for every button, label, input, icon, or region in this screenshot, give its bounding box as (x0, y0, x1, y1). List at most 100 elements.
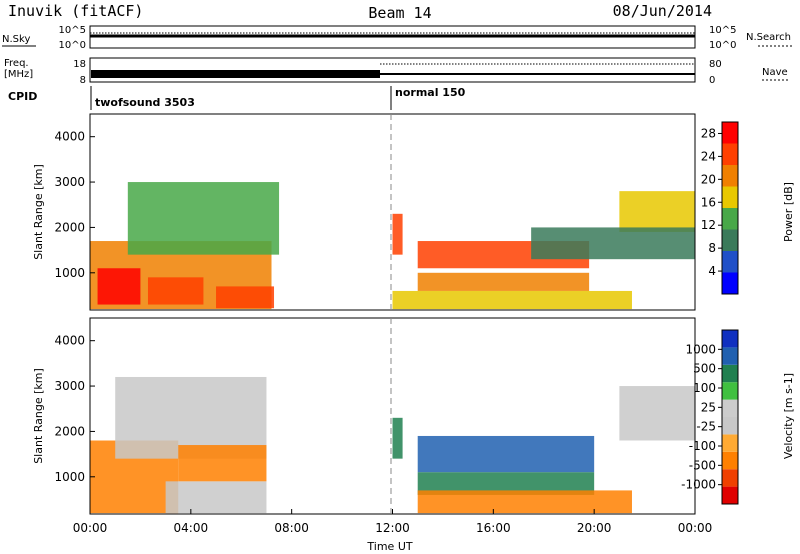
nave-label: Nave (762, 67, 788, 78)
power-patch-2 (147, 277, 204, 305)
freq-label-2: [MHz] (4, 69, 33, 80)
noise-search-label: N.Search (746, 32, 791, 43)
beam-title: Beam 14 (368, 4, 431, 22)
time-x-ticks: 00:00 04:00 08:00 12:00 16:00 20:00 00:00 (73, 509, 713, 535)
velocity-colorbar-swatch (722, 364, 738, 383)
power-colorbar: 4 8 12 16 20 24 28 Power [dB] (701, 121, 795, 295)
power-patch-5 (392, 213, 403, 255)
power-cbar-tick-label: 4 (708, 264, 716, 278)
power-data-patches (90, 182, 695, 310)
velocity-colorbar-frame (721, 329, 739, 505)
velocity-patch-3 (178, 445, 267, 482)
velocity-cbar-tick-label: 100 (693, 381, 716, 395)
x-tick-label: 08:00 (274, 521, 309, 535)
velocity-patch-8 (619, 386, 695, 441)
y-tick-label: 2000 (54, 220, 85, 234)
velocity-colorbar-swatches (722, 330, 738, 504)
power-colorbar-swatch (722, 122, 738, 144)
velocity-colorbar: 1000 500 100 25 -25 -100 -500 -1000 Velocity [m… (681, 329, 795, 505)
velocity-cbar-tick-label: 1000 (685, 342, 716, 356)
power-panel-frame (89, 113, 696, 311)
power-colorbar-ticks: 4 8 12 16 20 24 28 (701, 126, 722, 278)
freq-label-1: Freq. (4, 58, 29, 69)
velocity-y-label: Slant Range [km] (32, 368, 45, 464)
velocity-colorbar-swatch (722, 417, 738, 435)
date-title: 08/Jun/2014 (613, 2, 712, 20)
velocity-colorbar-swatch (722, 434, 738, 452)
velocity-cbar-tick-label: 500 (693, 362, 716, 376)
cpid-mode-normal: normal 150 (395, 86, 466, 99)
y-tick-label: 3000 (54, 175, 85, 189)
y-tick-label: 4000 (54, 130, 85, 144)
power-panel: Slant Range [km] 1000 2000 3000 4000 (32, 113, 696, 311)
power-y-ticks: 1000 2000 3000 4000 (54, 130, 95, 280)
velocity-patch-2 (115, 376, 267, 459)
x-tick-label: 00:00 (678, 521, 713, 535)
power-patch-8 (392, 290, 632, 310)
velocity-colorbar-swatch (722, 382, 738, 400)
velocity-patch-1 (165, 481, 267, 514)
velocity-patch-5 (417, 435, 595, 473)
freq-left-tick-top: 18 (73, 59, 86, 70)
velocity-colorbar-swatch (722, 399, 738, 417)
y-tick-label: 2000 (54, 424, 85, 438)
velocity-cbar-tick-label: -500 (689, 458, 716, 472)
power-colorbar-swatch (722, 251, 738, 273)
noise-left-tick-bottom: 10^0 (59, 40, 86, 51)
power-colorbar-label: Power [dB] (782, 182, 795, 242)
velocity-colorbar-swatch (722, 347, 738, 365)
power-cbar-tick-label: 16 (701, 195, 716, 209)
velocity-cbar-tick-label: -1000 (681, 478, 716, 492)
y-tick-label: 3000 (54, 379, 85, 393)
freq-panel-frame (89, 57, 696, 83)
power-colorbar-swatch (722, 229, 738, 251)
velocity-colorbar-ticks: 1000 500 100 25 -25 -100 -500 -1000 (681, 342, 722, 492)
power-patch-4 (127, 182, 280, 255)
velocity-patch-7 (417, 490, 632, 514)
y-tick-label: 4000 (54, 334, 85, 348)
velocity-y-ticks: 1000 2000 3000 4000 (54, 334, 95, 484)
velocity-colorbar-swatch (722, 451, 738, 470)
power-patch-9 (619, 191, 695, 232)
velocity-data-patches (90, 376, 695, 514)
power-patch-3 (216, 286, 275, 309)
freq-right-tick-bottom: 0 (709, 75, 715, 86)
station-title: Inuvik (fitACF) (8, 2, 143, 20)
y-tick-label: 1000 (54, 470, 85, 484)
velocity-cbar-tick-label: 25 (701, 400, 716, 414)
power-cbar-tick-label: 8 (708, 241, 716, 255)
power-colorbar-swatch (722, 186, 738, 208)
power-colorbar-swatches (722, 122, 738, 294)
power-colorbar-swatch (722, 165, 738, 187)
power-colorbar-swatch (722, 208, 738, 230)
velocity-colorbar-swatch (722, 330, 738, 348)
power-colorbar-swatch (722, 272, 738, 294)
power-cbar-tick-label: 24 (701, 149, 716, 163)
velocity-colorbar-swatch (722, 486, 738, 504)
noise-right-tick-top: 10^5 (709, 25, 736, 36)
cpid-label: CPID (8, 90, 37, 103)
x-tick-label: 16:00 (476, 521, 511, 535)
cpid-mode-twofsound: twofsound 3503 (95, 96, 195, 109)
x-tick-label: 00:00 (73, 521, 108, 535)
power-y-label: Slant Range [km] (32, 164, 45, 260)
velocity-colorbar-swatch (722, 469, 738, 487)
power-patch-1 (97, 268, 141, 305)
freq-left-tick-bottom: 8 (80, 75, 86, 86)
noise-left-tick-top: 10^5 (59, 25, 86, 36)
velocity-cbar-tick-label: -25 (696, 420, 716, 434)
power-patch-7 (417, 272, 590, 291)
velocity-patch-4 (392, 417, 403, 459)
power-patch-10 (531, 227, 695, 260)
noise-sky-label: N.Sky (2, 34, 30, 45)
velocity-colorbar-label: Velocity [m s-1] (782, 373, 795, 459)
power-colorbar-swatch (722, 143, 738, 165)
noise-right-tick-bottom: 10^0 (709, 40, 736, 51)
velocity-panel: Slant Range [km] 1000 2000 3000 4000 00:00 0… (32, 317, 713, 553)
freq-right-tick-top: 80 (709, 59, 722, 70)
power-cbar-tick-label: 28 (701, 126, 716, 140)
power-cbar-tick-label: 20 (701, 172, 716, 186)
x-tick-label: 20:00 (577, 521, 612, 535)
